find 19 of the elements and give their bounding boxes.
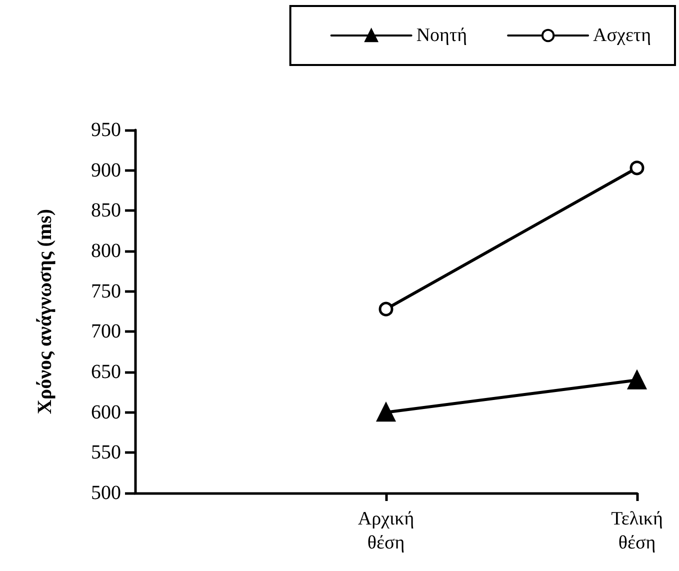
y-tick-label: 700 xyxy=(91,320,121,343)
y-tick-label: 600 xyxy=(91,401,121,424)
x-tick-label: Τελική θέση xyxy=(611,508,663,554)
y-tick-label: 750 xyxy=(91,280,121,302)
legend-label: Ασχετη xyxy=(593,25,652,46)
legend-label: Νοητή xyxy=(416,25,468,46)
y-axis-title: Χρόνος ανάγνωσης (ms) xyxy=(34,208,56,414)
y-tick-label: 550 xyxy=(91,442,121,464)
y-tick-label: 900 xyxy=(91,159,121,182)
point xyxy=(628,370,646,390)
x-tick-label: Αρχική θέση xyxy=(358,508,414,554)
y-tick-label: 500 xyxy=(91,482,121,504)
point xyxy=(376,403,396,422)
y-tick-label: 950 xyxy=(91,119,121,141)
point xyxy=(378,302,394,316)
point xyxy=(630,160,644,176)
y-tick-label: 850 xyxy=(91,200,121,222)
y-tick-label: 650 xyxy=(91,361,121,383)
y-tick-label: 800 xyxy=(91,240,121,262)
